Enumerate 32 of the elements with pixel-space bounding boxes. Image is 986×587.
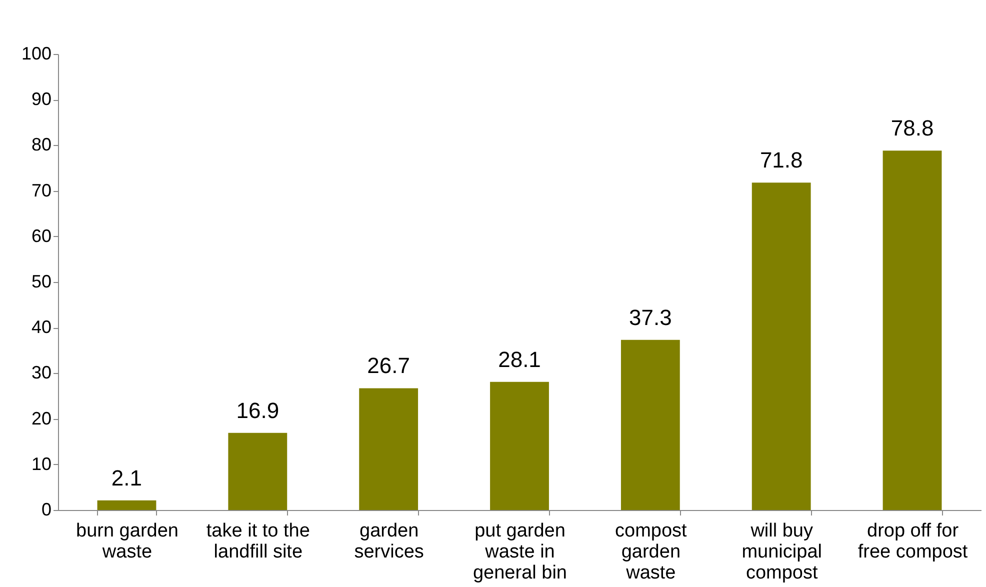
y-tick-label: 60 [31, 226, 52, 246]
data-label: 71.8 [760, 148, 803, 173]
y-tick-label: 80 [31, 134, 52, 155]
y-tick-label: 0 [41, 500, 52, 520]
bar [490, 382, 549, 510]
x-tick-label: compost garden waste [615, 520, 688, 584]
x-tick-label: drop off for free compost [858, 520, 968, 562]
x-tick-label: put garden waste in general bin [472, 520, 568, 584]
data-label: 26.7 [367, 353, 410, 378]
data-label: 28.1 [498, 346, 541, 372]
y-tick-label: 70 [31, 180, 52, 200]
data-label: 37.3 [629, 304, 672, 330]
bar [97, 500, 156, 510]
x-tick-label: take it to the landfill site [206, 520, 310, 562]
x-tick-label: will buy municipal compost [742, 520, 822, 584]
y-tick-label: 20 [31, 408, 52, 428]
data-label: 78.8 [890, 116, 934, 141]
y-tick-label: 90 [31, 89, 52, 110]
bar [620, 340, 680, 510]
data-label: 2.1 [111, 465, 142, 490]
x-tick-label: garden services [354, 520, 424, 562]
y-tick-label: 50 [31, 272, 52, 292]
y-tick-label: 40 [31, 317, 52, 338]
y-tick-label: 100 [21, 44, 52, 64]
y-tick-label: 10 [31, 454, 52, 474]
y-tick-label: 30 [31, 362, 52, 383]
bar [359, 388, 418, 510]
bar [752, 182, 811, 510]
bar [228, 432, 288, 510]
data-label: 16.9 [236, 398, 280, 423]
x-tick-label: burn garden waste [76, 520, 178, 562]
bar [882, 150, 942, 510]
